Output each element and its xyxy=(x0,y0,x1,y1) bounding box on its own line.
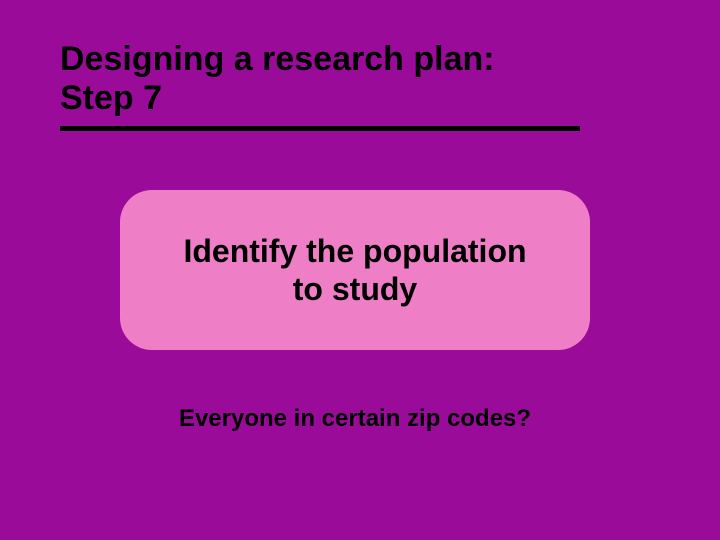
subtext: Everyone in certain zip codes? xyxy=(120,405,590,433)
slide-title-block: Designing a research plan: Step 7 xyxy=(60,40,660,131)
slide-title-line1: Designing a research plan: xyxy=(60,40,660,79)
title-underline-rule xyxy=(60,126,580,131)
slide: Designing a research plan: Step 7 Identi… xyxy=(0,0,720,540)
content-box-line1: Identify the population xyxy=(183,232,526,270)
slide-title-line2: Step 7 xyxy=(60,79,660,118)
content-box-text: Identify the population to study xyxy=(183,232,526,309)
content-box-line2: to study xyxy=(183,270,526,308)
content-box: Identify the population to study xyxy=(120,190,590,350)
